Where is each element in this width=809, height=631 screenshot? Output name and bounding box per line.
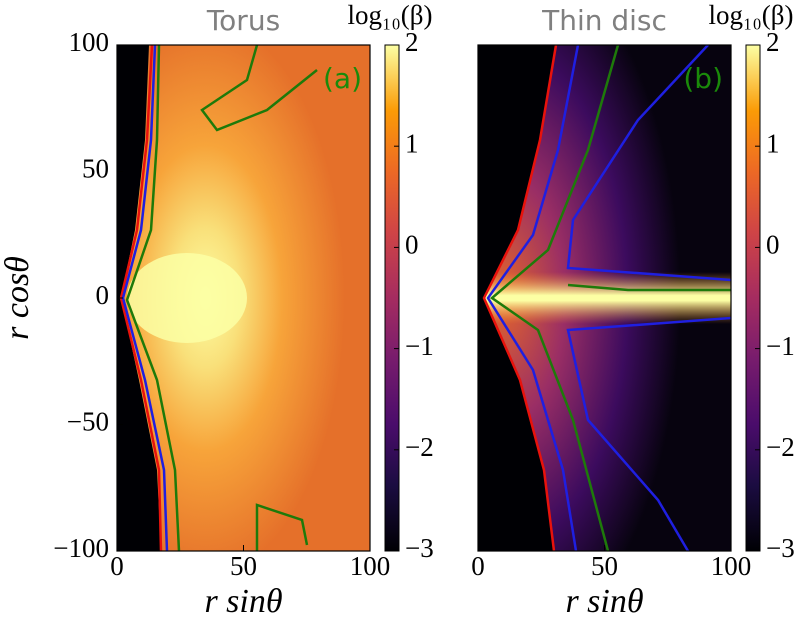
panel-annotation: (b) <box>683 62 723 95</box>
y-axis-label: r cosθ <box>0 256 36 340</box>
y-tick-label: 0 <box>96 280 110 310</box>
contour-green <box>200 45 318 132</box>
colorbar-tick-label: −1 <box>405 331 434 361</box>
x-tick-label: 50 <box>230 551 257 581</box>
contour-green <box>489 45 620 551</box>
colorbar-label: log₁₀(β) <box>347 0 432 30</box>
jet-funnel <box>117 45 161 551</box>
contour-blue <box>566 45 731 282</box>
contour-green <box>255 503 309 551</box>
x-tick-label: 100 <box>350 551 391 581</box>
heatmap <box>117 45 370 551</box>
x-tick-label: 100 <box>711 551 752 581</box>
colorbar-tick-label: 0 <box>766 230 780 260</box>
colorbar <box>745 44 761 552</box>
contour-red <box>482 45 558 551</box>
disc-band <box>478 272 731 324</box>
colorbar-tick-label: 0 <box>405 230 419 260</box>
x-axis-label: r sinθ <box>204 583 282 620</box>
colorbar-tick-label: 2 <box>766 27 780 57</box>
x-tick-label: 0 <box>110 551 124 581</box>
colorbar-tick-label: 1 <box>405 128 419 158</box>
panel-title: Torus <box>206 4 280 37</box>
heatmap <box>478 45 731 551</box>
jet-funnel <box>478 45 556 551</box>
y-tick-label: 100 <box>69 27 110 57</box>
colorbar-label: log₁₀(β) <box>708 0 793 30</box>
y-tick-label: −100 <box>53 533 109 563</box>
contour-blue <box>566 316 731 551</box>
colorbar <box>384 44 400 552</box>
colorbar-tick-label: 2 <box>405 27 419 57</box>
hot-core <box>127 253 247 343</box>
colorbar-tick-label: 1 <box>766 128 780 158</box>
contour-green <box>567 283 731 292</box>
y-tick-label: 50 <box>82 154 109 184</box>
colorbar-tick-label: −3 <box>405 533 434 563</box>
contour-blue <box>486 45 580 551</box>
panel-annotation: (a) <box>323 62 362 95</box>
y-tick-label: −50 <box>67 407 109 437</box>
panel-title: Thin disc <box>541 4 667 37</box>
x-axis-label: r sinθ <box>565 583 643 620</box>
colorbar-tick-label: −1 <box>766 331 795 361</box>
colorbar-tick-label: −2 <box>405 432 434 462</box>
x-tick-label: 50 <box>591 551 618 581</box>
x-tick-label: 0 <box>471 551 485 581</box>
colorbar-tick-label: −3 <box>766 533 795 563</box>
colorbar-tick-label: −2 <box>766 432 795 462</box>
contour-green <box>125 45 181 551</box>
